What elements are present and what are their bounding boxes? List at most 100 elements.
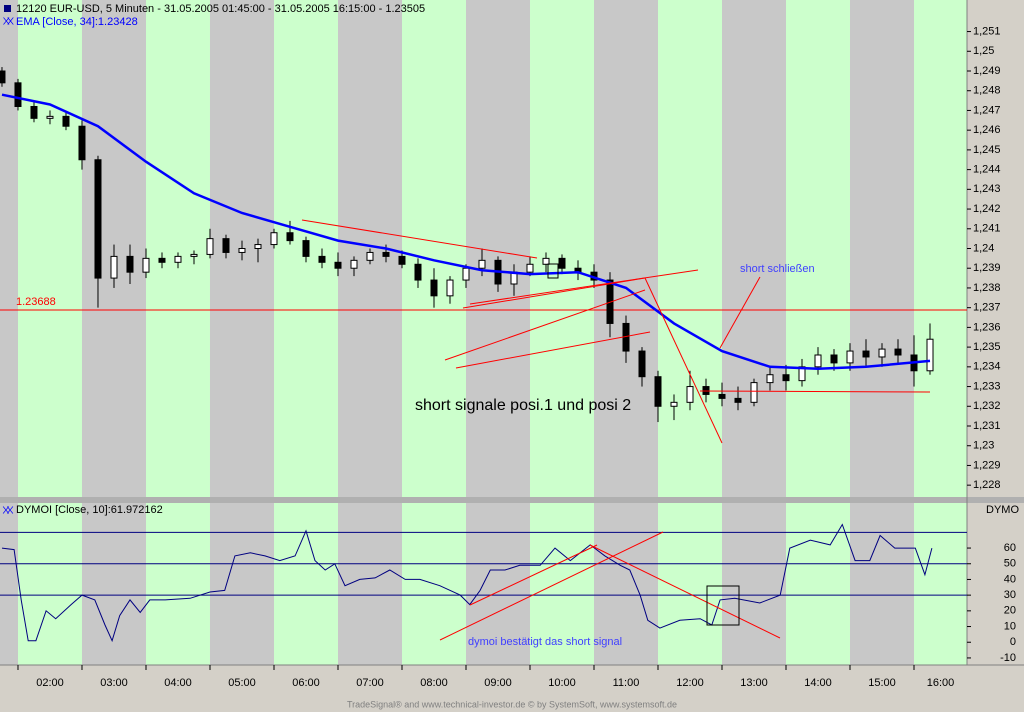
- candle-body: [318, 255, 326, 263]
- candle-body: [142, 257, 150, 273]
- y-tick-label: 30: [1004, 589, 1016, 601]
- trendline: [444, 289, 646, 361]
- trendlines: [301, 219, 931, 641]
- candle-body: [654, 376, 662, 407]
- y-tick-label: 1,247: [973, 104, 1001, 116]
- y-tick-label: 1,245: [973, 144, 1001, 156]
- band: [145, 0, 210, 497]
- y-tick-label: 1,238: [973, 282, 1001, 294]
- band: [658, 0, 723, 497]
- panel-separator: [0, 497, 1024, 503]
- y-tick-label: 1,236: [973, 321, 1001, 333]
- candle-body: [878, 348, 886, 358]
- y-tick-label: 1,248: [973, 85, 1001, 97]
- trendline: [469, 544, 598, 606]
- candle-body: [782, 374, 790, 382]
- candle-body: [702, 386, 710, 395]
- footer: TradeSignal® and www.technical-investor.…: [347, 699, 677, 709]
- trendline: [462, 277, 646, 309]
- candle-body: [686, 386, 694, 403]
- x-tick-label: 15:00: [868, 677, 896, 689]
- trendline: [439, 531, 664, 641]
- y-tick-label: 40: [1004, 573, 1016, 585]
- candle-body: [126, 255, 134, 273]
- candle-body: [846, 350, 854, 364]
- y-tick-label: 1,24: [973, 242, 994, 254]
- candle-body: [366, 251, 374, 261]
- trendline: [455, 331, 651, 369]
- candle-body: [478, 259, 486, 269]
- candle-body: [446, 279, 454, 297]
- candle-body: [62, 115, 70, 127]
- candle-body: [110, 255, 118, 279]
- candle-body: [286, 232, 294, 242]
- marker-box: [706, 585, 740, 626]
- x-tick-label: 09:00: [484, 677, 512, 689]
- indicator-icon: [2, 506, 14, 514]
- candle-body: [206, 238, 214, 255]
- candle-body: [382, 251, 390, 257]
- band: [145, 503, 210, 665]
- candle-body: [542, 257, 550, 265]
- candle-body: [222, 238, 230, 253]
- y-tick-label: 1,234: [973, 361, 1001, 373]
- ema-legend: EMA [Close, 34]:1.23428: [16, 16, 138, 28]
- trendline: [469, 269, 699, 305]
- candle-body: [174, 255, 182, 263]
- x-tick-label: 04:00: [164, 677, 192, 689]
- candle-body: [766, 374, 774, 384]
- reference-label: 1.23688: [16, 296, 56, 308]
- candle-body: [430, 279, 438, 297]
- oscillator-title: DYMOI [Close, 10]:61.972162: [16, 504, 163, 516]
- trendline: [644, 277, 723, 444]
- x-tick-label: 12:00: [676, 677, 704, 689]
- candle-body: [670, 401, 678, 407]
- x-tick-label: 02:00: [36, 677, 64, 689]
- candle-body: [862, 350, 870, 358]
- band: [786, 0, 851, 497]
- x-tick-label: 14:00: [804, 677, 832, 689]
- band: [17, 0, 82, 497]
- candle-body: [798, 366, 806, 382]
- candle-body: [350, 259, 358, 269]
- y-tick-label: 1,249: [973, 65, 1001, 77]
- trendline: [699, 390, 931, 393]
- candle-body: [750, 382, 758, 403]
- candle-body: [254, 244, 262, 250]
- marker-box: [547, 263, 559, 279]
- candle-body: [558, 257, 566, 269]
- x-tick-label: 13:00: [740, 677, 768, 689]
- candle-body: [926, 338, 934, 372]
- trendline: [301, 219, 538, 259]
- candle-body: [398, 255, 406, 265]
- y-tick-label: 1,232: [973, 400, 1001, 412]
- candle-body: [718, 393, 726, 399]
- chart-title: 12120 EUR-USD, 5 Minuten - 31.05.2005 01…: [16, 3, 425, 15]
- y-tick-label: 1,231: [973, 420, 1001, 432]
- band: [401, 0, 466, 497]
- candle-body: [190, 253, 198, 257]
- candle-body: [14, 82, 22, 108]
- candle-body: [158, 257, 166, 263]
- x-tick-label: 03:00: [100, 677, 128, 689]
- candle-body: [0, 70, 6, 84]
- trendline: [589, 544, 781, 639]
- candle-body: [94, 159, 102, 279]
- band: [17, 503, 82, 665]
- y-tick-label: 1,242: [973, 203, 1001, 215]
- y-tick-label: 1,251: [973, 25, 1001, 37]
- y-tick-label: 1,229: [973, 459, 1001, 471]
- annotation: short schließen: [740, 263, 815, 275]
- x-tick-label: 08:00: [420, 677, 448, 689]
- annotation: dymoi bestätigt das short signal: [468, 636, 622, 648]
- candle-body: [638, 350, 646, 378]
- y-tick-label: 1,228: [973, 479, 1001, 491]
- candle-body: [78, 125, 86, 161]
- candle-body: [334, 261, 342, 269]
- candle-body: [734, 397, 742, 403]
- y-tick-label: 1,241: [973, 223, 1001, 235]
- candle-body: [814, 354, 822, 368]
- candle-body: [270, 232, 278, 246]
- candle-body: [894, 348, 902, 356]
